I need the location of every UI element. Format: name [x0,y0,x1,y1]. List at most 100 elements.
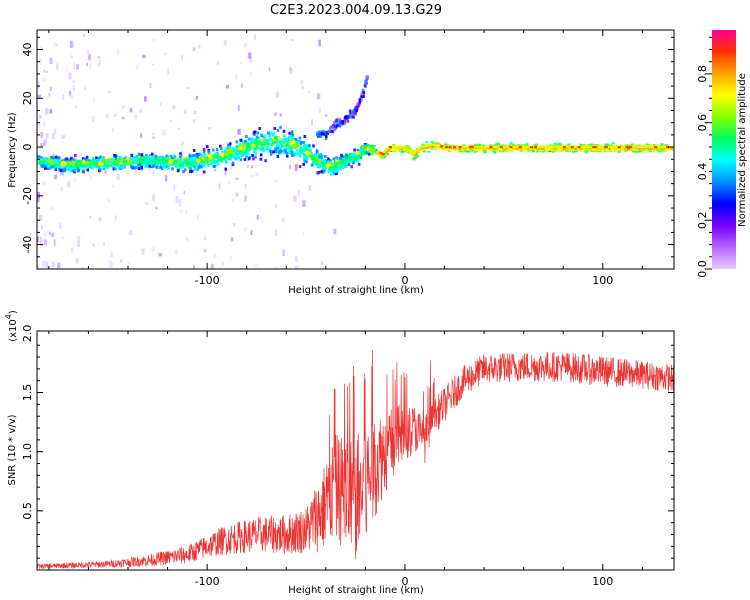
spectrogram-noise-cell [40,240,43,246]
spectrogram-cell [61,159,64,163]
spectrogram-peak-cell [577,146,581,149]
spectrogram-cell [339,167,342,171]
spectrogram-cell [599,148,603,151]
spectrogram-secondary-cell [362,95,365,98]
spectrogram-bright-cell [279,139,285,144]
spectrogram-noise-cell [318,107,322,114]
spectrogram-noise-cell [149,82,152,89]
spectrogram-secondary-cell [336,121,339,125]
spectrogram-cell [660,143,664,146]
spectrogram-bright-cell [164,159,169,164]
spectrogram-cell [469,144,473,147]
spectrogram-cell [386,153,390,156]
spectrogram-cell [342,165,345,169]
spectrogram-cell [525,143,529,146]
spectrogram-noise-cell [122,105,125,109]
spectrogram-bright-cell [85,160,90,165]
spectrogram-bright-cell [370,147,375,153]
spectrogram-cell [52,156,56,160]
spectrogram-cell [253,150,256,154]
spectrogram-cell [203,153,206,157]
spectrogram-cell [242,141,245,145]
spectrogram-y-tick-label: 20 [21,91,34,105]
spectrogram-cell [298,136,302,140]
spectrogram-cell [76,166,79,170]
spectrogram-secondary-cell [364,79,367,83]
spectrogram-noise-cell [192,47,196,51]
spectrogram-secondary-cell [335,124,339,128]
spectrogram-cell [449,144,453,147]
spectrogram-cell [354,155,357,159]
spectrogram-cell [579,144,583,147]
spectrogram-cell [202,150,206,154]
spectrogram-cell [325,159,329,163]
spectrogram-cell [182,170,185,174]
spectrogram-cell [190,162,193,166]
spectrogram-cell [70,156,73,160]
spectrogram-cell [649,144,653,147]
spectrogram-noise-cell [290,38,295,42]
spectrogram-cell [174,163,178,167]
spectrogram-cell [268,149,272,153]
spectrogram-cell [353,148,356,152]
spectrogram-cell [88,159,91,163]
spectrogram-cell [109,164,113,168]
spectrogram-noise-cell [45,70,48,73]
spectrogram-cell [184,163,188,167]
spectrogram-noise-cell [236,193,239,196]
spectrogram-noise-cell [249,72,253,76]
spectrogram-cell [202,163,205,166]
spectrogram-noise-cell [302,200,306,207]
spectrogram-cell [243,157,247,161]
spectrogram-cell [630,144,634,146]
spectrogram-cell [657,149,661,152]
spectrogram-cell [137,152,141,156]
spectrogram-cell [387,148,391,151]
spectrogram-noise-cell [45,244,48,247]
spectrogram-noise-cell [227,181,230,185]
spectrogram-noise-cell [230,237,234,242]
spectrogram-cell [80,166,83,170]
spectrogram-bright-cell [70,161,76,166]
spectrogram-cell [487,148,491,151]
spectrogram-cell [617,150,621,153]
spectrogram-cell [401,150,404,153]
spectrogram-cell [526,148,530,151]
spectrogram-noise-cell [105,113,110,119]
spectrogram-cell [260,134,263,138]
spectrogram-cell [532,148,536,151]
spectrogram-noise-cell [247,52,252,59]
spectrogram-cell [481,149,485,152]
spectrogram-cell [317,170,321,174]
spectrogram-cell [154,154,158,158]
colorbar-tick-label: 0.4 [696,163,709,181]
spectrogram-cell [334,172,338,175]
spectrogram-secondary-cell [360,92,363,96]
spectrogram-cell [229,157,232,161]
spectrogram-cell [69,158,73,162]
spectrogram-cell [258,127,261,130]
spectrogram-cell [360,152,364,156]
snr-exponent-base: (x10 [8,319,19,342]
spectrogram-cell [558,148,562,151]
spectrogram-cell [350,165,353,169]
spectrogram-cell [210,162,213,166]
spectrogram-noise-cell [72,85,76,92]
spectrogram-noise-cell [116,173,120,180]
spectrogram-cell [362,152,365,156]
spectrogram-noise-cell [237,105,240,112]
spectrogram-bright-cell [330,162,335,167]
spectrogram-cell [196,167,199,171]
spectrogram-cell [384,153,388,156]
spectrogram-cell [430,141,434,144]
spectrogram-secondary-cell [316,131,319,135]
spectrogram-cell [190,169,194,173]
spectrogram-cell [297,140,300,144]
spectrogram-bright-cell [215,154,220,160]
spectrogram-bright-cell [178,159,183,164]
spectrogram-cell [273,126,277,130]
spectrogram-cell [198,161,201,165]
spectrogram-noise-cell [307,90,311,94]
spectrogram-noise-cell [152,63,155,66]
spectrogram-cell [389,149,393,151]
